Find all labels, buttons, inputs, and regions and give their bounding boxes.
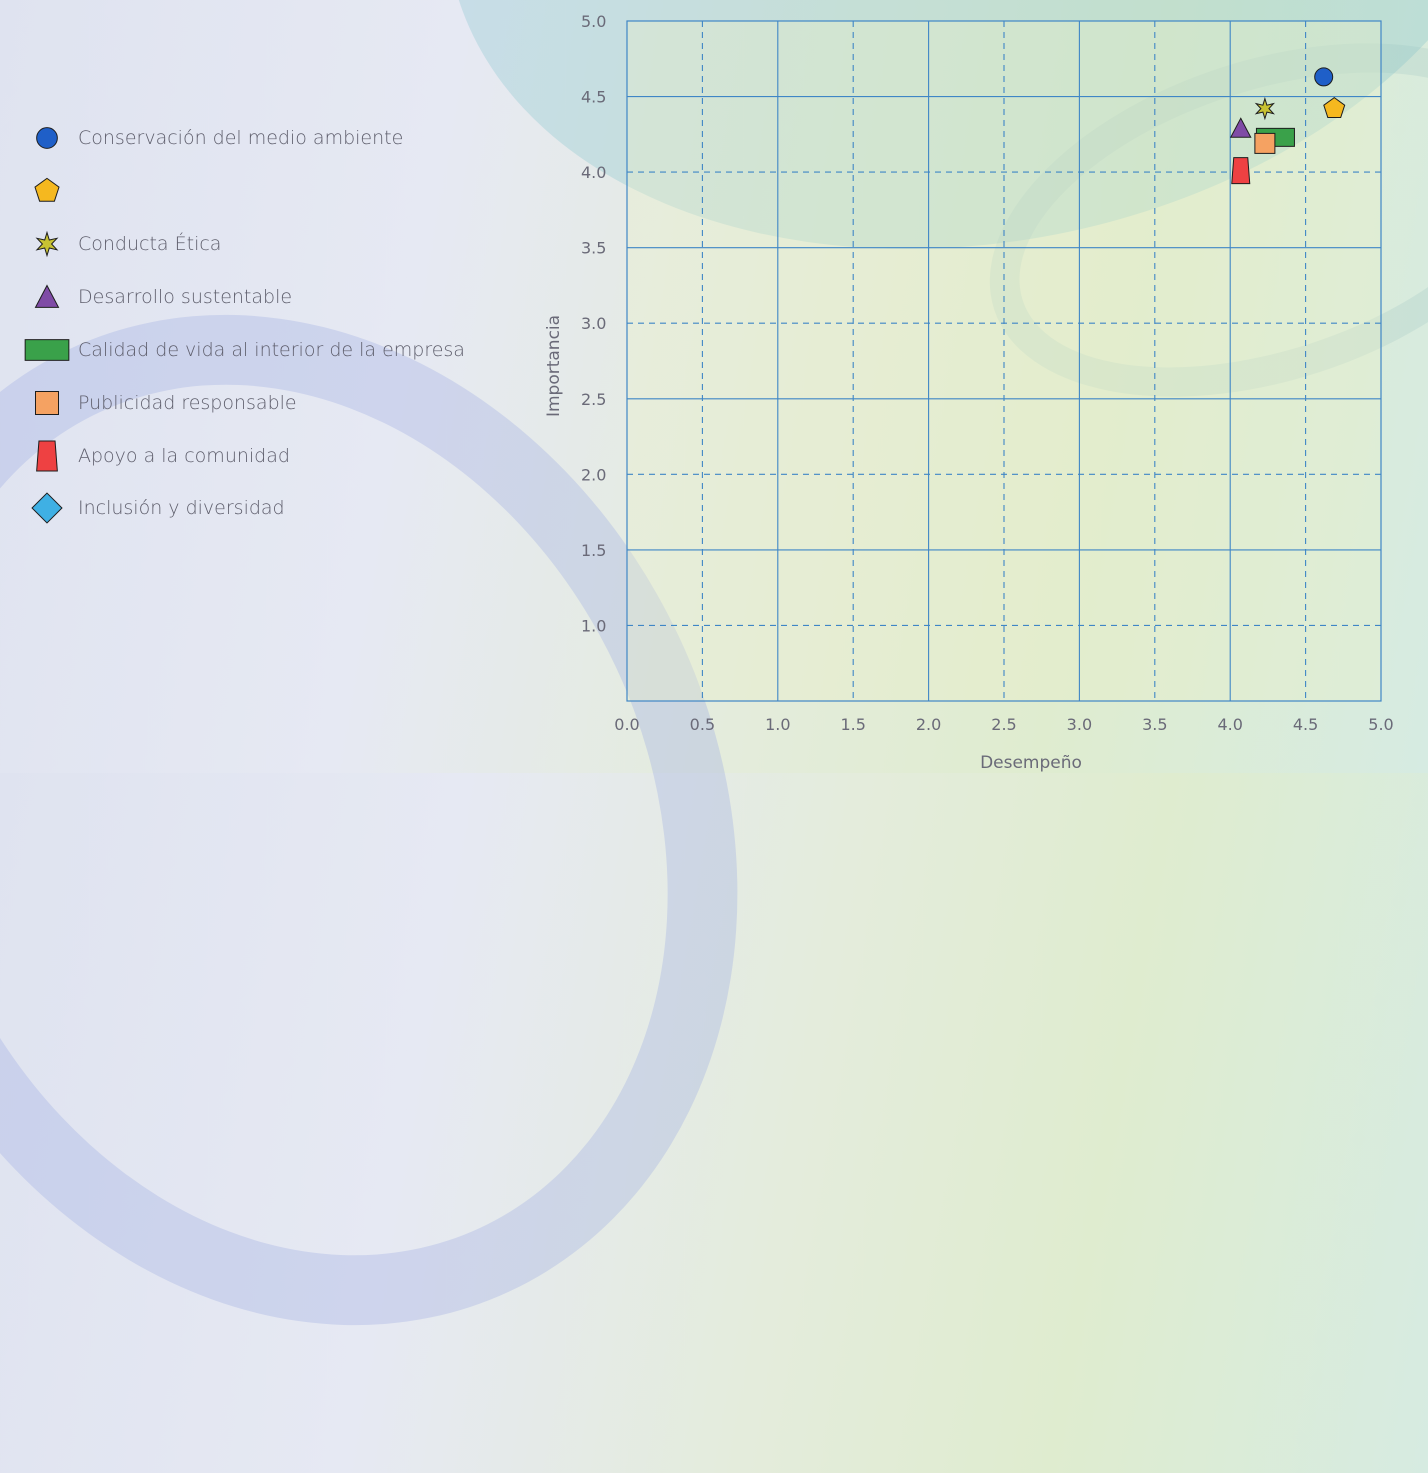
legend-marker-trapezoid	[36, 440, 58, 472]
legend-marker	[34, 284, 60, 308]
legend-marker	[34, 177, 60, 202]
y-tick-label: 4.0	[581, 163, 606, 182]
y-tick-label: 3.5	[581, 239, 606, 258]
x-axis-label: Desempeño	[980, 753, 1082, 773]
y-tick-label: 5.0	[581, 12, 606, 31]
x-axis-ticks: 0.0 0.5 1.0 1.5 2.0 2.5 3.0 3.5 4.0 4.5 5.0	[614, 715, 1393, 734]
legend-marker-pentagon	[34, 177, 60, 202]
y-tick-label: 3.0	[581, 314, 606, 333]
x-tick-label: 2.5	[991, 715, 1016, 734]
data-point-pentagon	[1323, 96, 1346, 118]
data-point-square	[1254, 132, 1276, 154]
x-tick-label: 2.0	[916, 715, 941, 734]
legend-label: Conducta Ética	[78, 233, 222, 255]
legend-label: Desarrollo sustentable	[78, 286, 293, 308]
x-tick-label: 4.0	[1217, 715, 1242, 734]
x-tick-label: 5.0	[1368, 715, 1393, 734]
scatter-chart: 0.0 0.5 1.0 1.5 2.0 2.5 3.0 3.5 4.0 4.5 5.0 1.0 1.5…	[544, 12, 1394, 773]
y-axis-ticks: 1.0 1.5 2.0 2.5 3.0 3.5 4.0 4.5 5.0	[581, 12, 606, 635]
legend-item	[0, 171, 520, 211]
legend-marker-square	[35, 391, 59, 415]
legend-item: Conservación del medio ambiente	[0, 118, 520, 158]
x-tick-label: 1.0	[765, 715, 790, 734]
legend-marker-diamond	[31, 492, 63, 524]
data-points	[1229, 67, 1346, 185]
legend-item: Inclusión y diversidad	[0, 488, 520, 528]
y-tick-label: 2.5	[581, 390, 606, 409]
legend-item: Publicidad responsable	[0, 383, 520, 423]
legend-marker-circle	[36, 127, 58, 149]
legend-marker	[36, 440, 58, 472]
y-tick-label: 2.0	[581, 465, 606, 484]
y-tick-label: 1.5	[581, 541, 606, 560]
legend-marker	[31, 492, 63, 524]
legend-item: Calidad de vida al interior de la empres…	[0, 330, 520, 370]
y-tick-label: 4.5	[581, 88, 606, 107]
legend-marker	[35, 230, 59, 258]
chart-legend: Conservación del medio ambiente Conducta …	[0, 0, 560, 560]
legend-marker-rectangle	[24, 339, 70, 361]
x-tick-label: 3.0	[1067, 715, 1092, 734]
data-point-trapezoid	[1231, 157, 1251, 185]
legend-label: Conservación del medio ambiente	[78, 127, 404, 149]
legend-label: Publicidad responsable	[78, 392, 297, 414]
data-point-triangle	[1229, 117, 1252, 138]
legend-item: Apoyo a la comunidad	[0, 436, 520, 476]
legend-label: Inclusión y diversidad	[78, 497, 285, 519]
legend-marker-triangle	[34, 284, 60, 308]
x-tick-label: 4.5	[1293, 715, 1318, 734]
legend-marker	[36, 127, 58, 149]
x-tick-label: 3.5	[1142, 715, 1167, 734]
grid-lines	[627, 21, 1381, 701]
legend-item: Desarrollo sustentable	[0, 277, 520, 317]
legend-marker	[35, 391, 59, 415]
legend-marker-star	[35, 230, 59, 258]
legend-item: Conducta Ética	[0, 224, 520, 264]
y-axis-label: Importancia	[544, 315, 564, 417]
legend-label: Apoyo a la comunidad	[78, 445, 290, 467]
x-tick-label: 0.0	[614, 715, 639, 734]
data-point-circle	[1314, 67, 1334, 87]
y-tick-label: 1.0	[581, 616, 606, 635]
legend-label: Calidad de vida al interior de la empres…	[78, 339, 465, 361]
legend-marker	[24, 339, 70, 361]
data-point-star	[1254, 96, 1275, 121]
x-tick-label: 1.5	[840, 715, 865, 734]
x-tick-label: 0.5	[690, 715, 715, 734]
